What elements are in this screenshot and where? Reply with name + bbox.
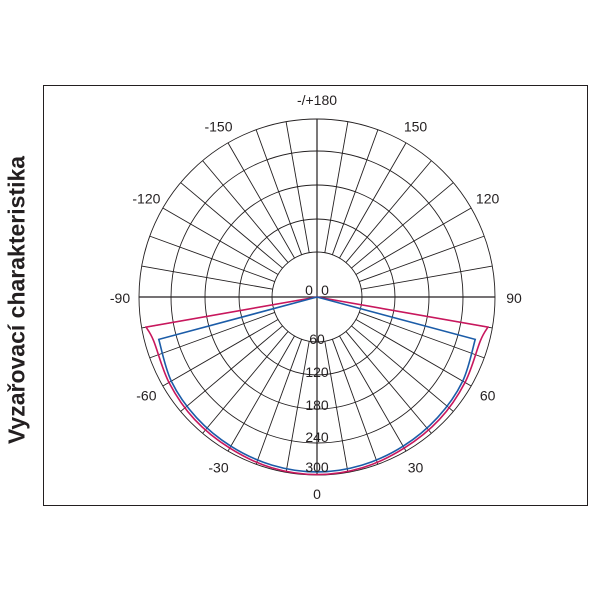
grid-spoke xyxy=(149,235,275,283)
grid-spoke xyxy=(227,142,295,259)
grid-spoke xyxy=(202,331,289,434)
grid-spoke xyxy=(180,325,283,412)
radial-tick-label: 120 xyxy=(305,364,329,380)
grid-spoke xyxy=(331,129,379,255)
grid-spoke xyxy=(339,335,407,452)
angle-tick-label: -90 xyxy=(110,290,130,306)
grid-spoke xyxy=(162,319,279,387)
grid-spoke xyxy=(351,325,454,412)
grid-spoke xyxy=(355,207,472,275)
grid-spoke xyxy=(162,207,279,275)
radial-tick-label: 0 xyxy=(321,282,329,298)
radial-tick-label: 60 xyxy=(309,331,325,347)
series-0-line xyxy=(144,296,490,476)
grid-spoke xyxy=(324,341,349,473)
grid-spoke xyxy=(345,160,432,263)
angle-tick-label: -150 xyxy=(204,118,232,134)
angle-tick-label: -30 xyxy=(208,460,228,476)
grid-spoke xyxy=(285,341,310,473)
grid-spoke xyxy=(331,339,379,465)
angle-tick-label: 30 xyxy=(408,460,424,476)
angle-tick-label: 0 xyxy=(313,486,321,502)
angle-tick-label: -/+180 xyxy=(297,92,337,108)
angle-tick-label: 150 xyxy=(404,118,428,134)
grid-spoke xyxy=(361,265,493,290)
grid-spoke xyxy=(355,319,472,387)
grid-spoke xyxy=(351,182,454,269)
grid-spoke xyxy=(285,121,310,253)
angle-tick-label: 60 xyxy=(480,388,496,404)
grid-spoke xyxy=(359,235,485,283)
grid-spoke xyxy=(149,311,275,359)
grid-spoke xyxy=(141,265,273,290)
grid-spoke xyxy=(255,129,303,255)
radial-tick-label: 300 xyxy=(305,459,329,475)
grid-spoke xyxy=(202,160,289,263)
radial-tick-label: 0 xyxy=(305,282,313,298)
grid-spoke xyxy=(359,311,485,359)
series-layer xyxy=(144,296,490,476)
radial-tick-label: 180 xyxy=(305,397,329,413)
chart-frame xyxy=(43,85,588,506)
grid-spoke xyxy=(339,142,407,259)
angle-tick-label: 120 xyxy=(476,191,500,207)
grid-spoke xyxy=(180,182,283,269)
radial-tick-label: 240 xyxy=(305,429,329,445)
angle-tick-label: -120 xyxy=(132,191,160,207)
grid-spoke xyxy=(324,121,349,253)
series-1-line xyxy=(157,296,477,473)
grid-spoke xyxy=(345,331,432,434)
polar-grid xyxy=(138,118,496,476)
grid-spoke xyxy=(255,339,303,465)
angle-tick-label: 90 xyxy=(506,290,522,306)
angle-tick-label: -60 xyxy=(136,388,156,404)
grid-spoke xyxy=(227,335,295,452)
